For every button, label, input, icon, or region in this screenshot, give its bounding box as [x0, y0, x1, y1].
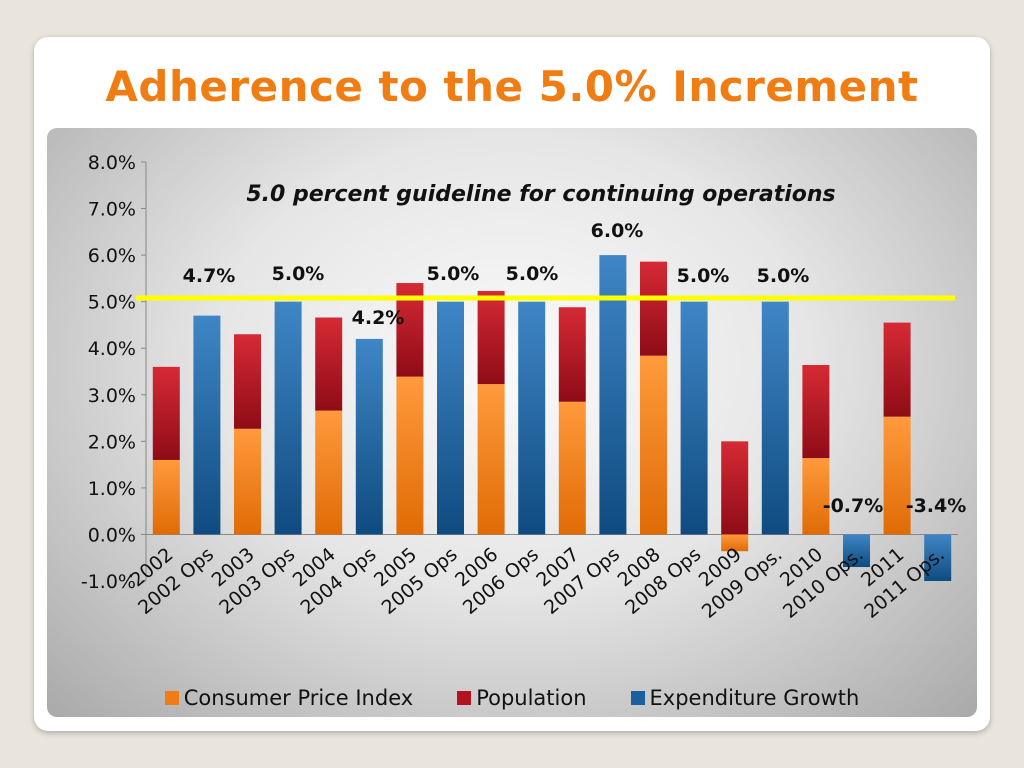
bar-segment [924, 534, 952, 581]
y-tick-label: 4.0% [88, 338, 136, 360]
bar-segment [274, 301, 302, 535]
bar-segment [152, 459, 180, 535]
chart-legend: Consumer Price Index Population Expendit… [0, 686, 1024, 710]
bar-segment [234, 428, 261, 535]
bar-segment [193, 315, 221, 535]
bar-segment [721, 441, 749, 535]
data-label: -3.4% [906, 495, 967, 517]
legend-label-cpi: Consumer Price Index [183, 686, 414, 710]
bar-segment [680, 301, 708, 535]
chart-title: 5.0 percent guideline for continuing ope… [246, 182, 835, 207]
data-label: 4.2% [352, 307, 405, 329]
bar-segment [315, 410, 343, 535]
bar-segment [396, 376, 424, 535]
y-tick-label: 6.0% [88, 245, 136, 267]
slide-title: Adherence to the 5.0% Increment [105, 62, 919, 111]
y-tick-label: 0.0% [88, 524, 136, 546]
y-tick-label: 7.0% [88, 199, 136, 221]
legend-label-population: Population [476, 686, 587, 710]
bar-segment [640, 261, 667, 356]
bar-segment [883, 322, 911, 417]
data-label: 4.7% [183, 265, 236, 287]
bar-segment [477, 384, 505, 535]
bar-segment [355, 338, 383, 535]
data-label: 5.0% [677, 265, 730, 287]
legend-swatch-population [457, 691, 472, 705]
legend-swatch-expenditure [630, 691, 645, 705]
legend-item-cpi: Consumer Price Index [164, 686, 414, 710]
bar-segment [802, 458, 830, 535]
bar-segment [558, 401, 586, 535]
data-label: 6.0% [591, 220, 644, 242]
y-tick-label: 3.0% [88, 385, 136, 407]
legend-item-population: Population [457, 686, 587, 710]
y-tick-label: 8.0% [88, 152, 136, 174]
data-label: -0.7% [823, 495, 884, 517]
y-tick-label: 5.0% [88, 292, 136, 314]
bar-segment [761, 301, 789, 535]
data-label: 5.0% [506, 263, 559, 285]
data-label: 5.0% [757, 265, 810, 287]
bar-segment [802, 364, 830, 459]
y-tick-label: -1.0% [81, 571, 136, 593]
bar-segment [234, 334, 261, 429]
legend-item-expenditure: Expenditure Growth [630, 686, 860, 710]
y-tick-label: 2.0% [88, 431, 136, 453]
bar-segment [721, 534, 749, 552]
bar-segment [883, 416, 911, 535]
bar-segment [437, 301, 464, 535]
data-label: 5.0% [272, 263, 325, 285]
legend-label-expenditure: Expenditure Growth [649, 686, 860, 710]
bar-segment [315, 317, 343, 411]
bar-segment [477, 290, 505, 385]
bar-segment [558, 307, 586, 402]
y-tick-label: 1.0% [88, 478, 136, 500]
bar-segment [518, 301, 546, 535]
bar-segment [640, 355, 667, 535]
bar-segment [152, 366, 180, 460]
data-label: 5.0% [427, 263, 480, 285]
legend-swatch-cpi [164, 691, 179, 705]
bar-segment [843, 534, 870, 568]
bar-segment [599, 255, 627, 535]
